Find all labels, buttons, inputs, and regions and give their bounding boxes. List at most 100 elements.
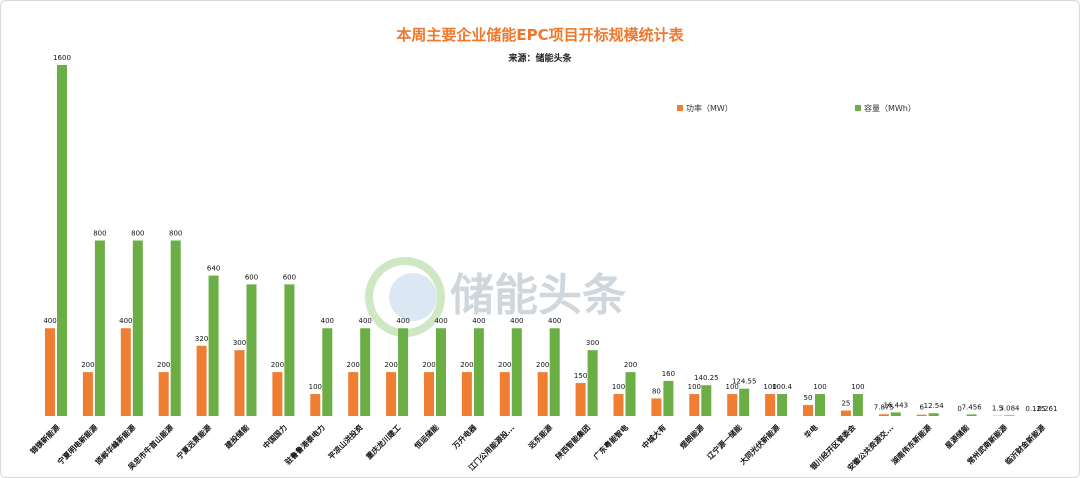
bar-power-6 xyxy=(272,372,283,416)
label-capacity-2: 800 xyxy=(131,229,144,237)
bar-power-2 xyxy=(120,328,131,416)
label-power-14: 150 xyxy=(574,372,587,380)
bar-capacity-15 xyxy=(625,372,636,416)
legend: 功率（MW） 容量（MWh） xyxy=(677,103,916,113)
bar-capacity-12 xyxy=(511,328,522,416)
category-label-20: 华电 xyxy=(802,422,820,440)
bar-power-13 xyxy=(537,372,548,416)
bar-power-8 xyxy=(348,372,359,416)
label-capacity-26: 0.261 xyxy=(1037,405,1057,413)
bar-power-23 xyxy=(916,414,927,416)
bar-power-20 xyxy=(803,405,813,416)
bar-capacity-22 xyxy=(890,412,901,416)
label-power-22: 7.875 xyxy=(874,403,894,411)
bar-capacity-24 xyxy=(966,414,977,416)
bar-capacity-5 xyxy=(246,284,257,416)
bar-capacity-21 xyxy=(852,394,863,416)
bar-capacity-3 xyxy=(170,240,181,416)
legend-label-power: 功率（MW） xyxy=(686,103,733,113)
bar-power-0 xyxy=(45,328,55,416)
label-capacity-10: 400 xyxy=(434,317,447,325)
label-capacity-6: 600 xyxy=(283,273,296,281)
category-label-17: 煜朗能源 xyxy=(677,422,706,451)
label-power-16: 80 xyxy=(652,387,661,395)
label-capacity-11: 400 xyxy=(472,317,485,325)
bar-capacity-4 xyxy=(208,275,219,416)
category-label-24: 星源储能 xyxy=(943,422,972,451)
label-power-26: 0.125 xyxy=(1025,405,1045,413)
label-power-5: 300 xyxy=(233,339,246,347)
label-power-11: 200 xyxy=(460,361,473,369)
label-power-23: 6 xyxy=(919,404,924,412)
bar-capacity-18 xyxy=(739,388,750,416)
label-capacity-9: 400 xyxy=(396,317,409,325)
label-capacity-23: 12.54 xyxy=(924,402,945,410)
bar-power-5 xyxy=(234,350,245,416)
label-power-17: 100 xyxy=(688,383,701,391)
bar-power-11 xyxy=(461,372,472,416)
watermark-text: 储能头条 xyxy=(450,270,626,321)
bar-capacity-16 xyxy=(663,380,674,416)
legend-swatch-power xyxy=(677,105,683,111)
label-power-15: 100 xyxy=(612,383,625,391)
label-power-24: 0 xyxy=(957,405,961,413)
label-power-19: 100 xyxy=(763,383,776,391)
bar-power-3 xyxy=(158,372,169,416)
category-label-9: 重庆龙川建工 xyxy=(364,422,403,461)
bar-power-1 xyxy=(82,372,93,416)
label-power-0: 400 xyxy=(43,317,56,325)
legend-swatch-capacity xyxy=(855,105,861,111)
category-label-13: 远东能源 xyxy=(526,422,555,451)
label-capacity-13: 400 xyxy=(548,317,561,325)
label-capacity-18: 124.55 xyxy=(732,378,757,386)
category-label-5: 建投储能 xyxy=(222,422,251,451)
label-power-18: 100 xyxy=(726,383,739,391)
label-capacity-14: 300 xyxy=(586,339,599,347)
bar-power-22 xyxy=(878,414,889,416)
label-capacity-0: 1600 xyxy=(53,54,71,62)
bar-capacity-6 xyxy=(284,284,295,416)
label-power-8: 200 xyxy=(347,361,360,369)
label-power-25: 1.5 xyxy=(992,405,1003,413)
watermark: 储能头条 xyxy=(365,257,626,337)
bar-power-12 xyxy=(499,372,510,416)
label-power-20: 50 xyxy=(804,394,813,402)
label-power-6: 200 xyxy=(271,361,284,369)
bar-capacity-7 xyxy=(322,328,333,416)
bar-capacity-1 xyxy=(94,240,105,416)
label-power-21: 25 xyxy=(841,400,850,408)
category-label-15: 广东粤能智电 xyxy=(591,422,630,461)
label-capacity-3: 800 xyxy=(169,229,182,237)
chart-title: 本周主要企业储能EPC项目开标规模统计表 xyxy=(396,26,684,44)
chart-subtitle: 来源：储能头条 xyxy=(507,52,572,64)
category-label-11: 万升电器 xyxy=(449,422,478,451)
label-capacity-12: 400 xyxy=(510,317,523,325)
category-label-26: 临沂财金新能源 xyxy=(1003,422,1048,467)
category-label-23: 湖南伟东新能源 xyxy=(889,422,934,467)
bar-power-19 xyxy=(765,394,776,416)
label-power-2: 400 xyxy=(119,317,132,325)
label-capacity-15: 200 xyxy=(624,361,637,369)
label-power-3: 200 xyxy=(157,361,170,369)
label-capacity-4: 640 xyxy=(207,265,220,273)
legend-label-capacity: 容量（MWh） xyxy=(864,103,916,113)
category-label-0: 锦镁新能源 xyxy=(28,422,62,456)
bar-capacity-20 xyxy=(815,394,825,416)
label-power-13: 200 xyxy=(536,361,549,369)
label-power-12: 200 xyxy=(498,361,511,369)
bar-power-10 xyxy=(424,372,434,416)
label-capacity-8: 400 xyxy=(359,317,372,325)
bar-power-21 xyxy=(840,410,851,416)
bar-power-15 xyxy=(613,394,624,416)
category-label-16: 中城大有 xyxy=(640,422,669,451)
label-power-9: 200 xyxy=(384,361,397,369)
category-label-7: 驻鲁鲁港泰电力 xyxy=(283,422,327,466)
category-label-6: 中国国力 xyxy=(261,422,289,450)
label-power-10: 200 xyxy=(422,361,435,369)
bar-power-16 xyxy=(651,398,662,416)
bar-capacity-9 xyxy=(398,328,409,416)
category-label-10: 恒运储能 xyxy=(412,422,441,451)
label-power-7: 100 xyxy=(309,383,322,391)
